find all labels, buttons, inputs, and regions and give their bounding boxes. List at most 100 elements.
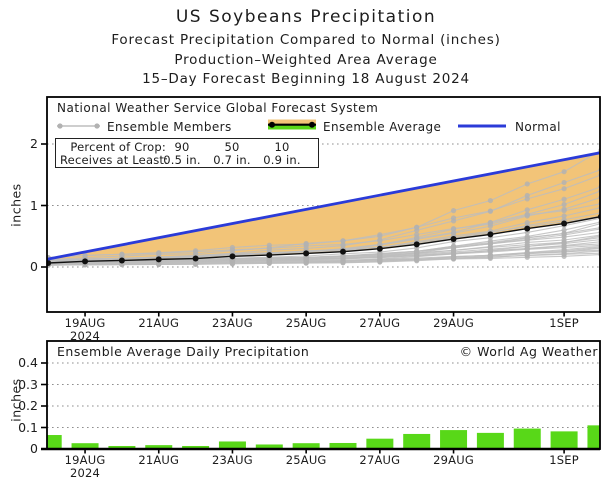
percent-of-crop-table: Percent of Crop: 90 50 10 Receives at Le…: [55, 138, 319, 168]
precip-bar: [145, 445, 173, 449]
legend-ensemble-average-label: Ensemble Average: [323, 119, 442, 134]
ensemble-member-line: [48, 150, 600, 261]
precip-bar: [47, 435, 62, 449]
ensemble-member-dot: [524, 243, 530, 250]
top-y-tick-label: 0: [30, 259, 38, 274]
ensemble-average-dot: [155, 256, 162, 263]
precip-bar: [513, 428, 541, 449]
precip-bar: [255, 444, 283, 449]
ensemble-member-dot: [340, 238, 346, 244]
ensemble-member-dot: [450, 251, 457, 257]
crop-row1-value-90: 90: [174, 140, 190, 154]
bottom-x-tick-label: 19AUG: [64, 452, 106, 467]
precip-bar: [440, 430, 468, 449]
ensemble-member-dot: [561, 206, 567, 212]
legend-average-dot: [269, 121, 275, 128]
precip-bar: [218, 441, 246, 449]
top-x-tick-label: 1SEP: [549, 315, 579, 330]
legend-average-green-band: [268, 124, 316, 130]
ensemble-member-dot: [450, 218, 457, 224]
precip-bar: [182, 445, 210, 449]
ensemble-member-line: [48, 217, 600, 264]
bottom-plot-area: [47, 425, 600, 449]
bottom-y-tick-label: 0: [30, 441, 38, 456]
ensemble-member-dot: [487, 219, 493, 226]
ensemble-member-dot: [340, 243, 346, 249]
ensemble-member-dot: [450, 243, 457, 249]
crop-row1-label: Percent of Crop:: [70, 140, 166, 154]
top-chart-frame: [46, 96, 601, 313]
ensemble-member-dot: [561, 179, 567, 186]
precip-bar: [403, 433, 431, 449]
bottom-x-tick-year-label: 2024: [70, 465, 101, 480]
legend-average-orange-band: [268, 119, 316, 125]
normal-line: [47, 151, 600, 261]
bottom-x-tick-label: 21AUG: [138, 452, 180, 467]
subtitle-compared-to-normal: Forecast Precipitation Compared to Norma…: [111, 32, 501, 48]
precip-bar: [476, 432, 504, 449]
ensemble-member-dot: [524, 207, 530, 213]
ensemble-member-dot: [487, 197, 493, 204]
ensemble-member-dot: [561, 201, 567, 208]
ensemble-average-dot: [266, 252, 273, 259]
ensemble-member-dot: [414, 224, 420, 231]
ensemble-average-dot: [376, 245, 383, 252]
ensemble-average-dot: [413, 241, 420, 248]
ensemble-member-dot: [414, 234, 420, 240]
ensemble-member-dot: [450, 208, 457, 214]
crop-row2-value-05: 0.5 in.: [163, 152, 201, 167]
ensemble-average-line: [48, 216, 600, 264]
ensemble-average-dot: [487, 231, 494, 238]
top-plot-area: [47, 147, 600, 268]
ensemble-member-dot: [487, 247, 493, 253]
precip-bar: [329, 442, 357, 449]
precip-bar: [292, 443, 320, 449]
ensemble-member-dot: [377, 232, 383, 238]
crop-row2-value-07: 0.7 in.: [213, 152, 251, 167]
top-x-tick-year-label: 2024: [70, 328, 101, 343]
ensemble-average-dot: [118, 257, 125, 264]
legend-average-dot: [309, 121, 315, 128]
bottom-x-tick-label: 29AUG: [433, 452, 474, 467]
precip-bar: [108, 445, 136, 449]
ensemble-member-dot: [524, 211, 530, 217]
ensemble-member-dot: [561, 186, 567, 192]
crop-row1-value-50: 50: [224, 140, 240, 154]
subtitle-forecast-period: 15–Day Forecast Beginning 18 August 2024: [142, 71, 470, 87]
top-y-tick-label: 1: [30, 197, 38, 213]
bottom-chart-title: Ensemble Average Daily Precipitation: [57, 344, 310, 359]
ensemble-member-line: [48, 223, 600, 266]
crop-row2-label: Receives at Least:: [60, 152, 169, 167]
top-y-tick-label: 2: [30, 136, 38, 151]
precip-bar: [366, 438, 394, 449]
ensemble-member-dot: [303, 240, 309, 247]
legend-members-dot: [94, 123, 100, 129]
bottom-y-tick-label: 0.2: [18, 398, 38, 413]
ensemble-member-dot: [193, 251, 199, 257]
top-x-tick-label: 25AUG: [285, 315, 327, 330]
ensemble-average-dot: [229, 253, 236, 260]
copyright-label: © World Ag Weather: [459, 344, 598, 359]
top-x-tick-label: 23AUG: [212, 315, 253, 330]
ensemble-member-dot: [561, 213, 567, 219]
crop-row2-value-09: 0.9 in.: [263, 152, 301, 167]
top-x-tick-label: 19AUG: [64, 315, 106, 330]
ensemble-member-dot: [561, 196, 567, 202]
bottom-x-tick-label: 25AUG: [285, 452, 327, 467]
ensemble-average-dot: [450, 236, 457, 243]
precip-bar: [587, 425, 600, 449]
bottom-x-tick-label: 27AUG: [359, 452, 401, 467]
ensemble-average-dot: [303, 250, 310, 257]
ensemble-member-dot: [450, 226, 457, 232]
precip-bar: [71, 443, 99, 449]
ensemble-average-dot: [340, 248, 346, 255]
ensemble-member-dot: [524, 219, 530, 226]
ensemble-member-dot: [266, 245, 272, 251]
legend-normal-label: Normal: [515, 119, 561, 134]
top-x-tick-label: 29AUG: [433, 315, 474, 330]
bottom-x-tick-label: 23AUG: [212, 452, 253, 467]
ensemble-member-line: [48, 169, 600, 263]
ensemble-average-dot: [192, 255, 199, 262]
ensemble-member-dot: [156, 251, 162, 257]
